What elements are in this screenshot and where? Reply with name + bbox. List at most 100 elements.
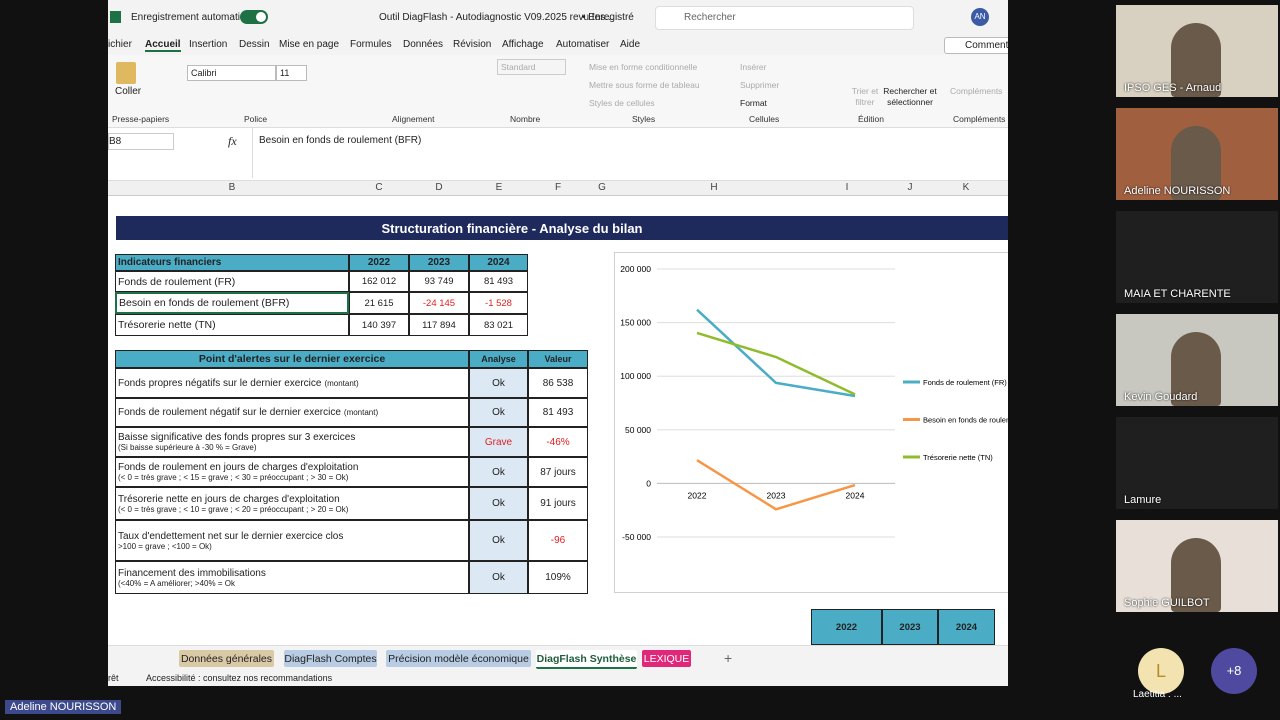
number-format-box[interactable]: Standard	[497, 59, 566, 75]
menu-item[interactable]: Révision	[453, 39, 492, 50]
participant-figure	[1171, 538, 1221, 612]
y-tick-label: -50 000	[622, 532, 651, 542]
x-tick-label: 2023	[767, 490, 786, 500]
menu-item[interactable]: Automatiser	[556, 39, 610, 50]
paste-label[interactable]: Coller	[115, 86, 142, 97]
participant-name: MAIA ET CHARENTE	[1124, 288, 1231, 300]
alert-label: Baisse significative des fonds propres s…	[118, 432, 356, 443]
menu-item[interactable]: Données	[403, 39, 444, 50]
find-select[interactable]: Rechercher et sélectionner	[883, 86, 937, 107]
table-header-cell: Point d'alertes sur le dernier exercice	[115, 350, 469, 368]
excel-window: Enregistrement automatique Outil DiagFla…	[108, 0, 1008, 686]
table-cell[interactable]: 140 397	[349, 314, 409, 336]
column-header: G	[598, 182, 606, 193]
column-header: B	[228, 182, 236, 193]
column-header: E	[495, 182, 503, 193]
table-cell[interactable]: Besoin en fonds de roulement (BFR)	[115, 292, 349, 314]
menu-item[interactable]: Affichage	[502, 39, 544, 50]
table-cell[interactable]: 81 493	[469, 271, 528, 292]
participant-initial[interactable]: L	[1138, 648, 1184, 694]
table-cell[interactable]: 117 894	[409, 314, 469, 336]
menu-item[interactable]: Mise en page	[279, 39, 340, 50]
file-name[interactable]: Outil DiagFlash - Autodiagnostic V09.202…	[379, 12, 614, 23]
name-box[interactable]: B8	[108, 133, 174, 150]
table-cell[interactable]: 83 021	[469, 314, 528, 336]
table-cell[interactable]: -24 145	[409, 292, 469, 314]
menu-item[interactable]: Dessin	[239, 39, 270, 50]
insert-cells[interactable]: Insérer	[740, 62, 767, 72]
video-tile[interactable]: IPSO GES - Arnaud	[1116, 5, 1278, 97]
table-cell[interactable]: 162 012	[349, 271, 409, 292]
alert-value: 91 jours	[528, 487, 588, 520]
delete-cells[interactable]: Supprimer	[740, 80, 780, 90]
alert-label: Fonds propres négatifs sur le dernier ex…	[118, 377, 322, 389]
sheet-title: Structuration financière - Analyse du bi…	[116, 216, 1008, 240]
comments-button[interactable]: Commentair	[944, 37, 1008, 54]
status-bar	[108, 670, 1008, 686]
font-box[interactable]: Calibri	[187, 65, 276, 81]
alert-note: (montant)	[343, 408, 379, 417]
series-line	[696, 459, 856, 511]
status-ready: rêt	[108, 673, 119, 683]
alert-value: -96	[528, 520, 588, 561]
format-as-table[interactable]: Mettre sous forme de tableau	[589, 80, 700, 90]
paste-icon[interactable]	[116, 62, 136, 84]
alert-note: >100 = grave ; <100 = Ok)	[118, 541, 212, 551]
sort-filter[interactable]: Trier et filtrer	[851, 86, 879, 107]
alert-analysis: Ok	[469, 368, 528, 398]
autosave-toggle[interactable]	[240, 10, 268, 24]
participant-name: Kevin Goudard	[1124, 391, 1198, 403]
format-cells[interactable]: Format	[740, 98, 767, 108]
sheet-tab[interactable]: Précision modèle économique	[386, 650, 531, 667]
table-cell[interactable]: -1 528	[469, 292, 528, 314]
sheet-tab[interactable]: DiagFlash Synthèse	[536, 650, 637, 669]
sheet-tab[interactable]: Données générales	[179, 650, 274, 667]
sheet-tab[interactable]: DiagFlash Comptes	[284, 650, 377, 667]
search-box[interactable]	[655, 6, 914, 30]
menu-item[interactable]: Formules	[350, 39, 392, 50]
ribbon-group-label: Styles	[632, 114, 656, 124]
menu-item[interactable]: Aide	[620, 39, 641, 50]
ribbon-group-label: Alignement	[392, 114, 435, 124]
ribbon-group-label: Nombre	[510, 114, 541, 124]
menu-item[interactable]: ichier	[108, 39, 132, 50]
save-status: • Enregistré	[582, 12, 634, 23]
alert-label: Taux d'endettement net sur le dernier ex…	[118, 530, 344, 542]
alert-analysis: Ok	[469, 398, 528, 427]
table-header-cell: 2023	[409, 254, 469, 271]
x-tick-label: 2022	[688, 490, 707, 500]
video-tile[interactable]: Kevin Goudard	[1116, 314, 1278, 406]
video-tile[interactable]: Sophie GUILBOT	[1116, 520, 1278, 612]
table-cell[interactable]: Fonds de roulement (FR)	[115, 271, 349, 292]
menu-item[interactable]: Accueil	[145, 39, 181, 52]
table-cell[interactable]: 21 615	[349, 292, 409, 314]
cell-styles[interactable]: Styles de cellules	[589, 98, 655, 108]
cond-format[interactable]: Mise en forme conditionnelle	[589, 62, 698, 72]
alert-label: Fonds de roulement négatif sur le dernie…	[118, 407, 341, 418]
font-size-box[interactable]: 11	[276, 65, 307, 81]
addins-button[interactable]: Compléments	[950, 86, 1003, 96]
video-tile[interactable]: Adeline NOURISSON	[1116, 108, 1278, 200]
table-header-cell: 2022	[811, 609, 882, 645]
sheet-tab[interactable]: LEXIQUE	[642, 650, 691, 667]
more-participants[interactable]: +8	[1211, 648, 1257, 694]
video-tile[interactable]: Lamure	[1116, 417, 1278, 509]
video-tile[interactable]: MAIA ET CHARENTE	[1116, 211, 1278, 303]
column-header: C	[375, 182, 383, 193]
fx-icon[interactable]: fx	[228, 134, 237, 148]
add-sheet[interactable]: +	[724, 650, 733, 666]
y-tick-label: 50 000	[625, 425, 651, 435]
formula-content[interactable]: Besoin en fonds de roulement (BFR)	[259, 135, 422, 146]
table-cell[interactable]: 93 749	[409, 271, 469, 292]
ribbon-group-label: Édition	[858, 114, 884, 124]
menu-bar	[108, 35, 1008, 55]
accessibility-status[interactable]: Accessibilité : consultez nos recommanda…	[146, 673, 333, 683]
menu-item[interactable]: Insertion	[189, 39, 228, 50]
ribbon-group-label: Police	[244, 114, 268, 124]
alert-note: (< 0 = très grave ; < 15 = grave ; < 30 …	[118, 473, 349, 482]
column-header: H	[710, 182, 718, 193]
user-avatar[interactable]: AN	[971, 8, 989, 26]
table-cell[interactable]: Trésorerie nette (TN)	[115, 314, 349, 336]
x-tick-label: 2024	[846, 490, 865, 500]
formula-area	[108, 128, 1008, 181]
